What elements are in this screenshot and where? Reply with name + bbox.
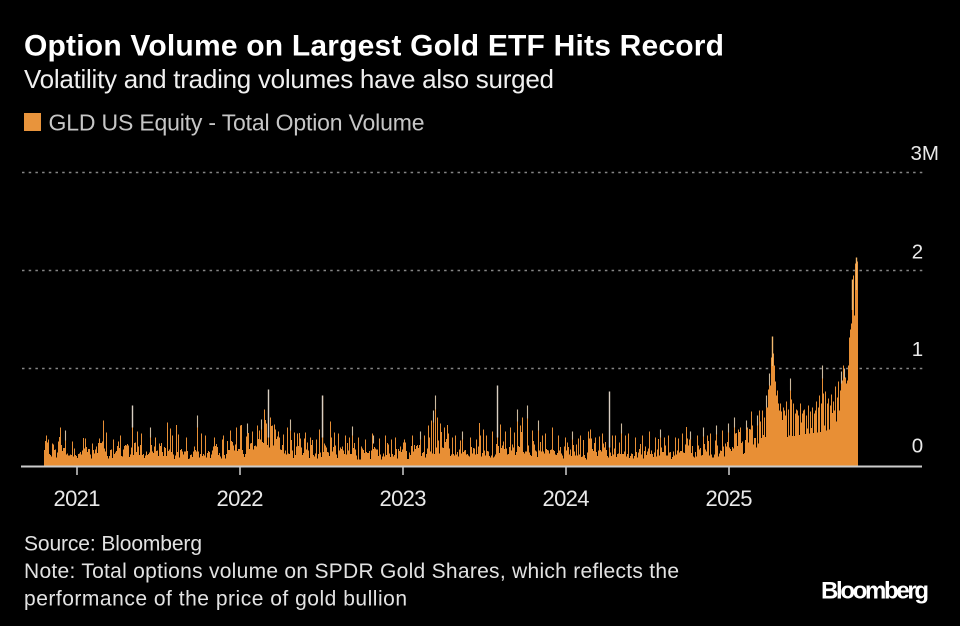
svg-text:Bloomberg: Bloomberg bbox=[821, 577, 929, 604]
svg-text:2022: 2022 bbox=[217, 486, 264, 511]
svg-text:Volatility and trading volumes: Volatility and trading volumes have also… bbox=[24, 64, 554, 94]
svg-text:performance of the price of go: performance of the price of gold bullion bbox=[24, 587, 407, 610]
svg-text:Source: Bloomberg: Source: Bloomberg bbox=[24, 533, 202, 556]
svg-text:1: 1 bbox=[912, 338, 923, 361]
svg-text:2025: 2025 bbox=[706, 486, 753, 511]
svg-text:Option Volume on Largest Gold: Option Volume on Largest Gold ETF Hits R… bbox=[24, 30, 724, 63]
svg-text:0: 0 bbox=[912, 435, 923, 458]
svg-text:Note: Total options volume on: Note: Total options volume on SPDR Gold … bbox=[24, 560, 679, 583]
svg-text:2024: 2024 bbox=[543, 486, 590, 511]
svg-text:2021: 2021 bbox=[54, 486, 101, 511]
svg-text:2: 2 bbox=[912, 241, 923, 264]
svg-text:3M: 3M bbox=[911, 142, 939, 165]
svg-text:GLD US Equity - Total Option V: GLD US Equity - Total Option Volume bbox=[49, 110, 425, 136]
svg-text:2023: 2023 bbox=[380, 486, 427, 511]
